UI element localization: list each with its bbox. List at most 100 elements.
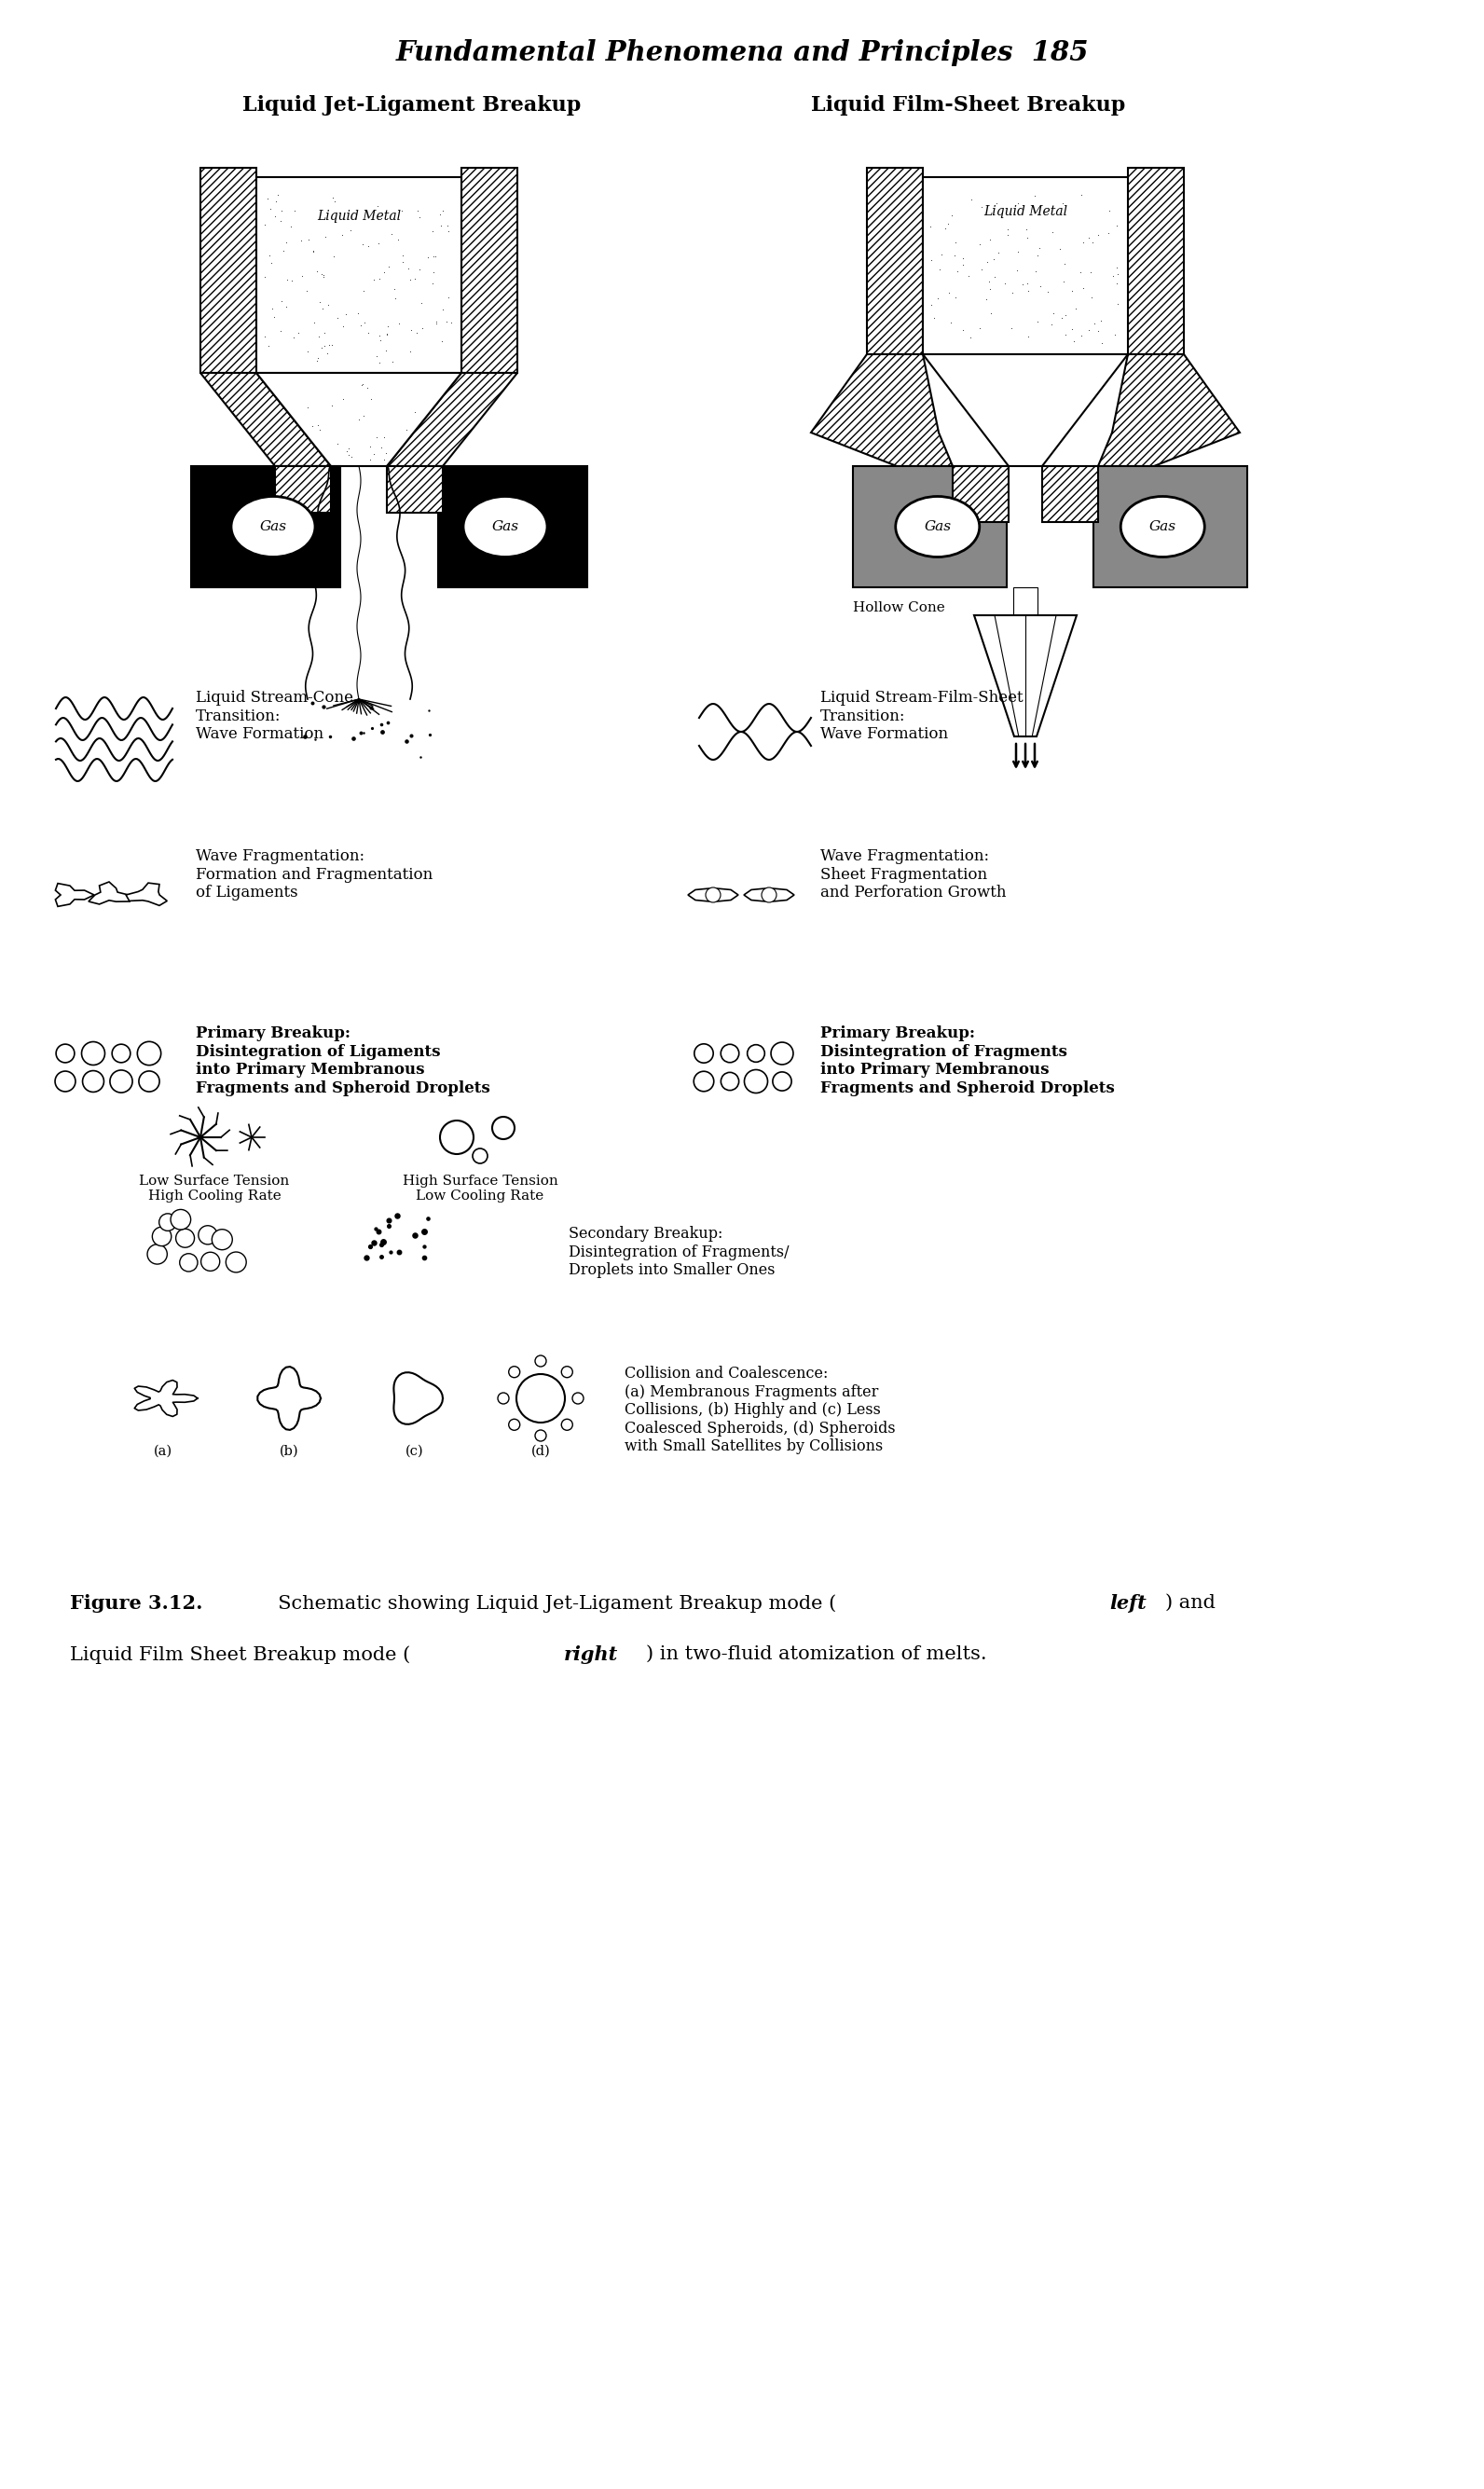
Circle shape (509, 1366, 519, 1376)
Text: Collision and Coalescence:
(a) Membranous Fragments after
Collisions, (b) Highly: Collision and Coalescence: (a) Membranou… (625, 1366, 895, 1454)
Text: (b): (b) (279, 1446, 298, 1459)
Circle shape (153, 1227, 171, 1247)
Bar (1042, 465, 1098, 523)
Circle shape (110, 1070, 132, 1093)
Circle shape (139, 1070, 159, 1093)
Polygon shape (810, 353, 953, 465)
Polygon shape (89, 881, 129, 904)
Polygon shape (923, 353, 1128, 465)
Text: left: left (1109, 1593, 1146, 1613)
Text: Wave Fragmentation:
Formation and Fragmentation
of Ligaments: Wave Fragmentation: Formation and Fragme… (196, 849, 433, 901)
Circle shape (748, 1045, 764, 1063)
Text: High Surface Tension
Low Cooling Rate: High Surface Tension Low Cooling Rate (402, 1175, 558, 1202)
Text: Schematic showing Liquid Jet-Ligament Breakup mode (: Schematic showing Liquid Jet-Ligament Br… (266, 1593, 837, 1613)
Circle shape (138, 1040, 160, 1065)
Text: Primary Breakup:
Disintegration of Ligaments
into Primary Membranous
Fragments a: Primary Breakup: Disintegration of Ligam… (196, 1025, 490, 1095)
Circle shape (171, 1210, 191, 1230)
Text: Liquid Jet-Ligament Breakup: Liquid Jet-Ligament Breakup (242, 95, 580, 114)
Text: Gas: Gas (260, 520, 286, 533)
Circle shape (175, 1230, 194, 1247)
Circle shape (212, 1230, 233, 1249)
Circle shape (745, 1070, 767, 1093)
Circle shape (493, 1118, 515, 1140)
Polygon shape (258, 1366, 321, 1431)
Text: Gas: Gas (1149, 520, 1177, 533)
Circle shape (472, 1147, 488, 1162)
Ellipse shape (463, 495, 548, 558)
Circle shape (111, 1045, 131, 1063)
Circle shape (82, 1043, 105, 1065)
Circle shape (561, 1419, 573, 1431)
Circle shape (200, 1252, 220, 1272)
Circle shape (773, 1073, 791, 1090)
Text: Liquid Film-Sheet Breakup: Liquid Film-Sheet Breakup (810, 95, 1125, 114)
Circle shape (159, 1215, 177, 1232)
Text: right: right (564, 1645, 619, 1665)
Polygon shape (387, 373, 518, 465)
Polygon shape (974, 615, 1077, 737)
Circle shape (536, 1431, 546, 1441)
Circle shape (226, 1252, 246, 1272)
Circle shape (497, 1394, 509, 1404)
Circle shape (721, 1073, 739, 1090)
Circle shape (693, 1070, 714, 1090)
Circle shape (561, 1366, 573, 1376)
Bar (462, 167, 518, 373)
Text: (c): (c) (405, 1446, 424, 1459)
Polygon shape (126, 884, 168, 906)
Circle shape (761, 889, 776, 904)
Text: Fundamental Phenomena and Principles  185: Fundamental Phenomena and Principles 185 (395, 40, 1089, 67)
Circle shape (721, 1045, 739, 1063)
Circle shape (439, 1120, 473, 1155)
Polygon shape (257, 373, 462, 465)
Polygon shape (393, 1371, 442, 1424)
Text: (a): (a) (154, 1446, 172, 1459)
Text: Primary Breakup:
Disintegration of Fragments
into Primary Membranous
Fragments a: Primary Breakup: Disintegration of Fragm… (821, 1025, 1114, 1095)
Ellipse shape (895, 495, 979, 558)
Text: Secondary Breakup:
Disintegration of Fragments/
Droplets into Smaller Ones: Secondary Breakup: Disintegration of Fra… (568, 1227, 789, 1279)
Circle shape (695, 1043, 714, 1063)
Bar (387, 465, 442, 513)
Circle shape (573, 1394, 583, 1404)
Circle shape (516, 1374, 565, 1424)
Text: Gas: Gas (925, 520, 951, 533)
Text: Hollow Cone: Hollow Cone (853, 602, 945, 615)
Polygon shape (200, 373, 331, 465)
Circle shape (509, 1419, 519, 1431)
Bar (1014, 587, 1037, 615)
Circle shape (147, 1244, 168, 1264)
Bar (438, 465, 588, 587)
Circle shape (772, 1043, 794, 1065)
Bar (257, 177, 462, 373)
Text: Liquid Stream-Film-Sheet
Transition:
Wave Formation: Liquid Stream-Film-Sheet Transition: Wav… (821, 689, 1022, 742)
Text: ) and: ) and (1165, 1593, 1215, 1613)
Bar (853, 465, 1006, 587)
Circle shape (180, 1254, 197, 1272)
Bar (1128, 167, 1184, 353)
Polygon shape (55, 884, 93, 906)
Bar (867, 167, 923, 353)
Circle shape (199, 1225, 217, 1244)
Text: Liquid Stream-Cone
Transition:
Wave Formation: Liquid Stream-Cone Transition: Wave Form… (196, 689, 353, 742)
Circle shape (706, 889, 721, 904)
Circle shape (83, 1070, 104, 1093)
Polygon shape (689, 889, 738, 901)
Bar (191, 465, 340, 587)
Text: Gas: Gas (491, 520, 519, 533)
Text: Low Surface Tension
High Cooling Rate: Low Surface Tension High Cooling Rate (139, 1175, 289, 1202)
Circle shape (55, 1070, 76, 1093)
Text: ) in two-fluid atomization of melts.: ) in two-fluid atomization of melts. (646, 1645, 987, 1663)
Text: Liquid Film Sheet Breakup mode (: Liquid Film Sheet Breakup mode ( (70, 1645, 411, 1663)
Polygon shape (1098, 353, 1239, 465)
Bar (275, 465, 331, 513)
Text: Figure 3.12.: Figure 3.12. (70, 1593, 203, 1613)
Polygon shape (135, 1381, 197, 1416)
Bar (923, 177, 1128, 353)
Text: (d): (d) (531, 1446, 551, 1459)
Text: Wave Fragmentation:
Sheet Fragmentation
and Perforation Growth: Wave Fragmentation: Sheet Fragmentation … (821, 849, 1006, 901)
Bar (200, 167, 257, 373)
Ellipse shape (232, 495, 315, 558)
Ellipse shape (1120, 495, 1205, 558)
Bar (953, 465, 1009, 523)
Polygon shape (743, 889, 794, 901)
